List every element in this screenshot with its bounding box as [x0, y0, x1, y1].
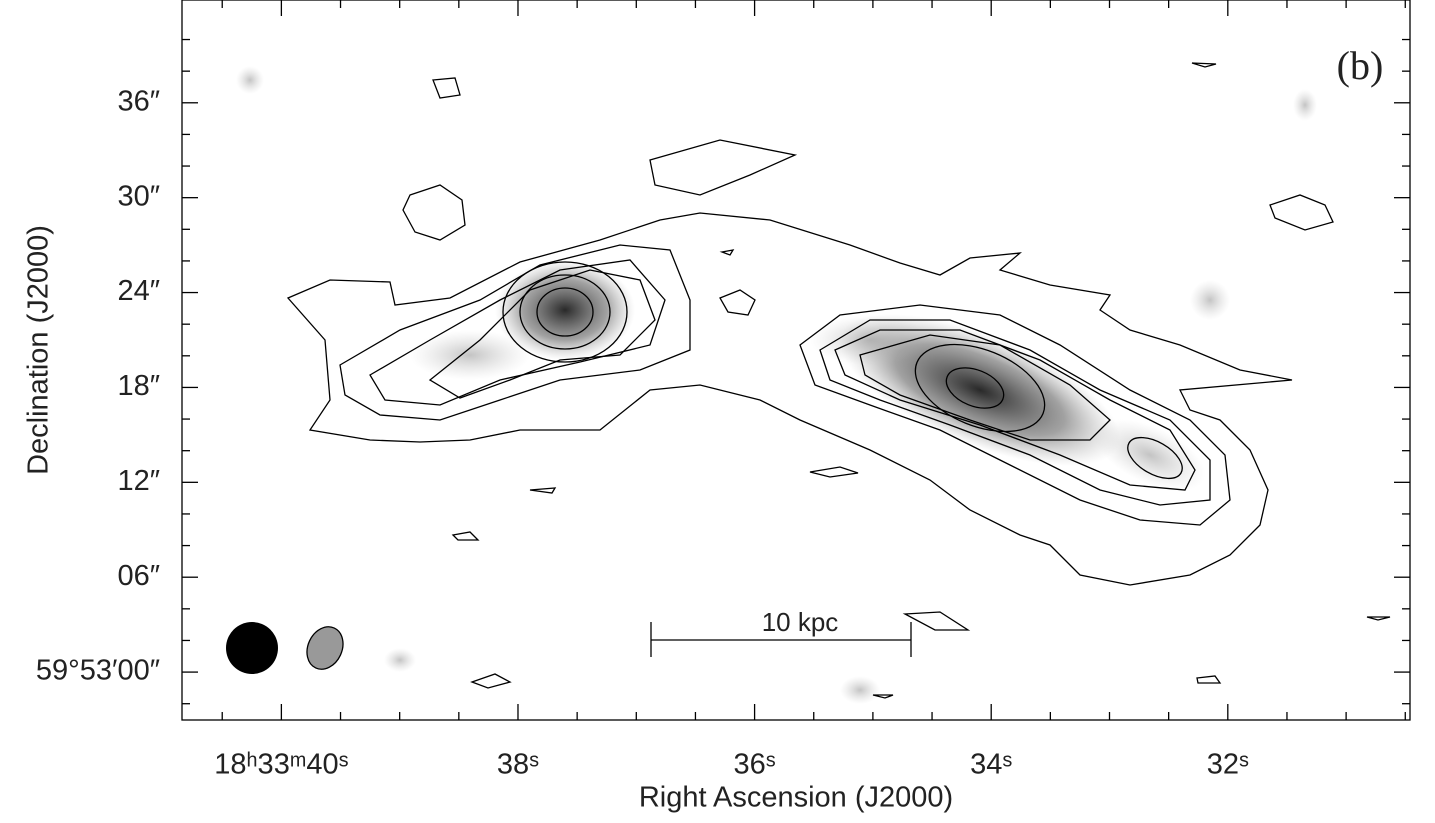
y-tick-label: 36″ — [117, 85, 160, 117]
y-tick-label: 24″ — [117, 275, 160, 307]
scale-bar-label: 10 kpc — [762, 607, 839, 637]
x-axis-title: Right Ascension (J2000) — [639, 782, 953, 814]
y-tick-label: 18″ — [117, 370, 160, 402]
x-tick-label: 38ˢ — [497, 749, 539, 781]
x-tick-label: 34ˢ — [970, 749, 1012, 781]
beams — [226, 622, 344, 674]
y-tick-label: 59°53′00″ — [36, 655, 160, 687]
scale-bar — [650, 622, 912, 657]
panel-label: (b) — [1337, 43, 1384, 88]
y-tick-label: 12″ — [117, 465, 160, 497]
y-axis-title: Declination (J2000) — [23, 225, 55, 475]
x-tick-label: 36ˢ — [734, 749, 776, 781]
contours — [286, 62, 1391, 699]
y-tick-label: 30″ — [117, 180, 160, 212]
x-tick-label: 18ʰ33ᵐ40ˢ — [214, 749, 348, 781]
x-tick-label: 32ˢ — [1207, 749, 1249, 781]
y-tick-label: 06″ — [117, 560, 160, 592]
plot-frame — [181, 0, 1411, 721]
